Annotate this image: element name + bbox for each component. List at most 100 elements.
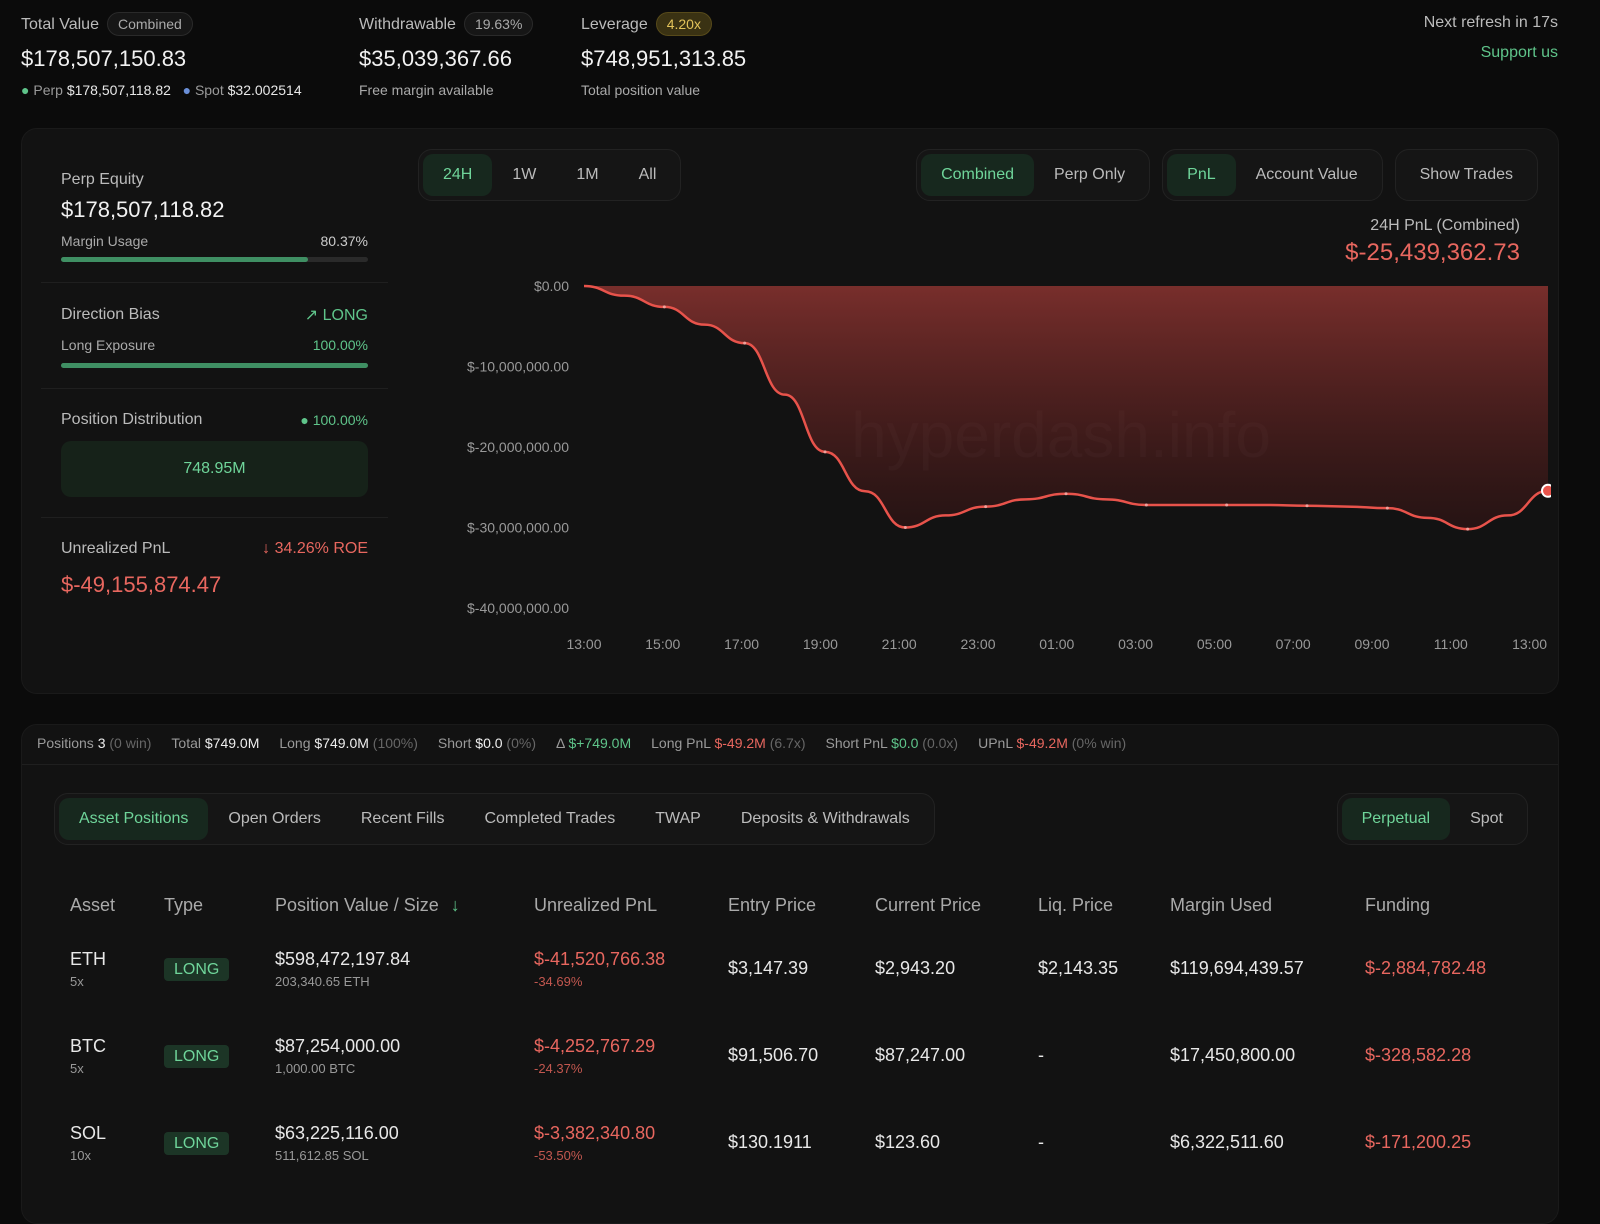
distribution-bar[interactable]: 748.95M xyxy=(61,441,368,497)
position-tabs: Asset Positions Open Orders Recent Fills Co… xyxy=(54,793,935,845)
margin-used: $119,694,439.57 xyxy=(1170,958,1304,978)
x-tick-label: 07:00 xyxy=(1276,636,1311,652)
stat-note: (0% win) xyxy=(1071,735,1127,751)
perp-dot-icon: ● xyxy=(21,82,30,98)
market-tabs: Perpetual Spot xyxy=(1336,793,1528,845)
chart-headline-value: $-25,439,362.73 xyxy=(1345,239,1520,266)
long-exposure-bar xyxy=(61,363,368,368)
column-header-label: Entry Price xyxy=(728,894,817,915)
stat-value: $0.0 xyxy=(891,735,919,751)
total-value-label: Total Value xyxy=(21,16,99,33)
position-value: $63,225,116.00 xyxy=(275,1122,399,1143)
withdrawable-badge: 19.63% xyxy=(463,12,534,36)
y-tick-label: $0.00 xyxy=(534,278,569,294)
tab-open-orders[interactable]: Open Orders xyxy=(228,810,321,827)
leverage-block: Leverage 4.20x $748,951,313.85 Total posi… xyxy=(581,12,746,98)
tab-asset-positions[interactable]: Asset Positions xyxy=(59,798,209,840)
entry-price: $91,506.70 xyxy=(728,1045,819,1065)
tab-twap[interactable]: TWAP xyxy=(655,810,701,827)
metric-pnl[interactable]: PnL xyxy=(1167,154,1236,196)
show-trades-button[interactable]: Show Trades xyxy=(1394,149,1538,201)
table-cell: LONG xyxy=(164,1012,275,1099)
unrealized-pnl-value: $-49,155,874.47 xyxy=(61,572,222,597)
total-value-block: Total Value Combined $178,507,150.83 ● Pe… xyxy=(21,12,302,98)
range-24h[interactable]: 24H xyxy=(423,154,493,196)
column-header-label: Type xyxy=(164,894,204,915)
leverage-badge: 4.20x xyxy=(655,12,712,36)
table-cell: $123.60 xyxy=(875,1099,1038,1186)
last-point-marker[interactable] xyxy=(1541,483,1551,498)
range-1w[interactable]: 1W xyxy=(512,166,537,183)
table-cell: $2,943.20 xyxy=(875,925,1038,1012)
spot-dot-icon: ● xyxy=(182,82,192,98)
unrealized-pnl-pct: -24.37% xyxy=(534,1060,583,1076)
table-cell: $91,506.70 xyxy=(728,1012,875,1099)
table-row[interactable]: ETH 5x LONG $598,472,197.84 203,340.65 ETH $-… xyxy=(70,925,1530,1012)
column-header[interactable]: Current Price xyxy=(875,885,1038,925)
perp-value: $178,507,118.82 xyxy=(66,82,171,98)
stat-note: (0%) xyxy=(506,735,536,751)
tab-deposits-withdrawals[interactable]: Deposits & Withdrawals xyxy=(740,810,910,827)
table-row[interactable]: SOL 10x LONG $63,225,116.00 511,612.85 SOL $-… xyxy=(70,1099,1530,1186)
column-header-label: Asset xyxy=(70,894,116,915)
perp-equity-value: $178,507,118.82 xyxy=(61,197,225,222)
funding: $-171,200.25 xyxy=(1365,1132,1472,1152)
tab-spot[interactable]: Spot xyxy=(1470,810,1503,827)
table-cell: $2,143.35 xyxy=(1038,925,1170,1012)
entry-price: $130.1911 xyxy=(728,1132,812,1152)
range-all[interactable]: All xyxy=(638,166,657,183)
stat-item: Short PnL $0.0 (0.0x) xyxy=(826,735,959,754)
chart-title: 24H PnL (Combined) xyxy=(1370,217,1520,234)
pnl-chart[interactable]: hyperdash.info$0.00$-10,000,000.00$-20,0… xyxy=(401,259,1551,659)
tab-perpetual[interactable]: Perpetual xyxy=(1341,798,1451,840)
sort-desc-icon[interactable]: ↓ xyxy=(450,894,460,915)
direction-bias-label: Direction Bias xyxy=(61,306,160,323)
column-header[interactable]: Funding xyxy=(1365,885,1530,925)
stat-value: $0.0 xyxy=(475,735,503,751)
leverage-value: $748,951,313.85 xyxy=(581,46,747,71)
leverage-label: Leverage xyxy=(581,16,648,33)
column-header[interactable]: Position Value / Size ↓ xyxy=(275,885,534,925)
table-cell: $-2,884,782.48 xyxy=(1365,925,1530,1012)
x-tick-label: 13:00 xyxy=(1512,636,1547,652)
mode-perp-only[interactable]: Perp Only xyxy=(1054,166,1126,183)
stat-label: Long xyxy=(279,735,311,751)
stat-item: Total $749.0M xyxy=(171,735,259,754)
metric-account-value[interactable]: Account Value xyxy=(1255,166,1358,183)
x-tick-label: 19:00 xyxy=(803,636,838,652)
table-cell: $87,247.00 xyxy=(875,1012,1038,1099)
column-header[interactable]: Type xyxy=(164,885,275,925)
current-price: $2,943.20 xyxy=(875,958,956,978)
data-point xyxy=(1225,503,1229,507)
positions-card: Positions 3 (0 win) Total $749.0M Long $7… xyxy=(21,724,1559,1224)
data-point xyxy=(903,526,907,529)
stat-value: $-49.2M xyxy=(1016,735,1068,751)
stat-value: 3 xyxy=(97,735,106,751)
table-cell: $-3,382,340.80 -53.50% xyxy=(534,1099,728,1186)
position-value: $598,472,197.84 xyxy=(275,948,411,969)
tab-recent-fills[interactable]: Recent Fills xyxy=(360,810,445,827)
tab-completed-trades[interactable]: Completed Trades xyxy=(484,810,616,827)
long-exposure-label: Long Exposure xyxy=(61,337,156,353)
margin-used: $6,322,511.60 xyxy=(1170,1132,1284,1152)
range-1m[interactable]: 1M xyxy=(576,166,599,183)
column-header[interactable]: Unrealized PnL xyxy=(534,885,728,925)
table-cell: $17,450,800.00 xyxy=(1170,1012,1365,1099)
perp-equity-label: Perp Equity xyxy=(61,171,144,188)
position-value: $87,254,000.00 xyxy=(275,1035,401,1056)
withdrawable-block: Withdrawable 19.63% $35,039,367.66 Free m… xyxy=(359,12,534,98)
column-header[interactable]: Liq. Price xyxy=(1038,885,1170,925)
column-header[interactable]: Margin Used xyxy=(1170,885,1365,925)
table-cell: - xyxy=(1038,1012,1170,1099)
table-cell: $130.1911 xyxy=(728,1099,875,1186)
asset-name: ETH xyxy=(70,948,106,969)
support-link[interactable]: Support us xyxy=(1480,44,1558,61)
spot-label: Spot xyxy=(194,82,224,98)
stat-item: Long PnL $-49.2M (6.7x) xyxy=(651,735,805,754)
table-row[interactable]: BTC 5x LONG $87,254,000.00 1,000.00 BTC $-4,2… xyxy=(70,1012,1530,1099)
mode-combined[interactable]: Combined xyxy=(921,154,1034,196)
column-header[interactable]: Entry Price xyxy=(728,885,875,925)
withdrawable-sub: Free margin available xyxy=(359,82,494,98)
unrealized-pnl: $-4,252,767.29 xyxy=(534,1035,656,1056)
column-header[interactable]: Asset xyxy=(70,885,164,925)
